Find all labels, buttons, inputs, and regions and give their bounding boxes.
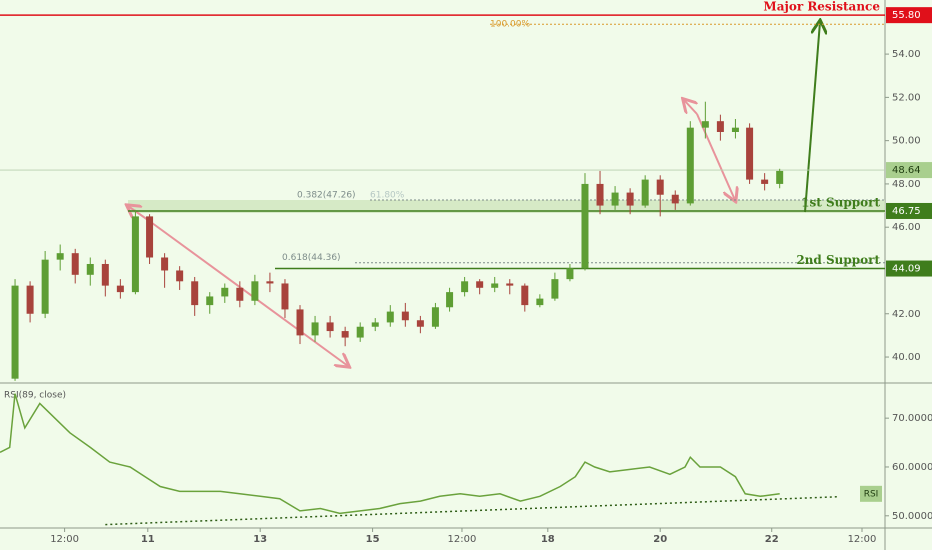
candle-body <box>776 170 784 184</box>
level-badge <box>886 202 932 219</box>
candle-body <box>461 281 469 293</box>
y-tick-label: 50.00 <box>892 136 921 147</box>
fib-label: 0.382(47.26) <box>297 190 356 200</box>
y2-tick-label: 50.0000 <box>892 511 932 522</box>
candle-body <box>641 179 649 206</box>
candle-body <box>476 281 484 288</box>
level-badge <box>886 260 932 277</box>
candle-body <box>251 281 259 301</box>
candle-body <box>401 311 409 321</box>
candle-body <box>146 216 154 258</box>
candle-body <box>626 192 634 206</box>
candle-body <box>566 268 574 280</box>
candle-body <box>611 192 619 206</box>
candle-body <box>206 296 214 306</box>
x-tick-label: 12:00 <box>448 534 477 545</box>
level-badge <box>886 7 932 24</box>
rsi-badge: RSI <box>864 489 879 499</box>
candle-body <box>71 253 79 275</box>
fib-label: 100.00% <box>490 20 530 30</box>
x-tick-label: 22 <box>765 534 779 545</box>
candle-body <box>11 285 19 379</box>
x-tick-label: 15 <box>366 534 380 545</box>
candle-body <box>551 279 559 299</box>
level-value: 44.09 <box>892 264 921 275</box>
candle-body <box>596 183 604 206</box>
candle-body <box>356 326 364 338</box>
level-value: 55.80 <box>892 10 921 21</box>
x-tick-label: 18 <box>541 534 555 545</box>
rsi-badge-box <box>860 485 882 502</box>
fib-label: 61.80% <box>370 190 405 200</box>
candle-body <box>686 127 694 204</box>
current-price-badge <box>886 162 932 179</box>
support-zone <box>128 200 885 213</box>
candle-body <box>746 127 754 180</box>
candle-body <box>266 281 274 284</box>
candle-body <box>326 322 334 332</box>
candle-body <box>86 263 94 275</box>
candle-body <box>506 283 514 286</box>
candle-body <box>731 127 739 132</box>
y-tick-label: 54.00 <box>892 49 921 60</box>
candle-body <box>386 311 394 323</box>
level-value: 46.75 <box>892 206 921 217</box>
arrow <box>696 113 735 200</box>
x-tick-label: 11 <box>141 534 155 545</box>
candle-body <box>416 320 424 327</box>
candle-body <box>236 287 244 301</box>
candle-body <box>41 259 49 314</box>
fib-label: 0.618(44.36) <box>282 253 341 263</box>
candle-body <box>701 121 709 128</box>
candle-body <box>371 322 379 327</box>
candle-body <box>56 253 64 260</box>
rsi-title: RSI(89, close) <box>4 391 66 401</box>
candle-body <box>671 194 679 204</box>
y2-tick-label: 70.0000 <box>892 413 932 424</box>
candle-body <box>521 285 529 306</box>
y-tick-label: 42.00 <box>892 309 921 320</box>
candle-body <box>341 331 349 338</box>
x-tick-label: 12:00 <box>50 534 79 545</box>
rsi-line <box>0 393 780 515</box>
level-name: 1st Support <box>801 195 880 209</box>
candle-body <box>296 309 304 336</box>
candle-body <box>311 322 319 336</box>
y-tick-label: 48.00 <box>892 179 921 190</box>
rsi-trendline <box>105 496 839 526</box>
candle-body <box>761 179 769 184</box>
candle-body <box>161 257 169 271</box>
arrow <box>128 206 149 221</box>
y-tick-label: 40.00 <box>892 352 921 363</box>
candle-body <box>131 216 139 293</box>
candle-body <box>446 292 454 308</box>
x-tick-label: 12:00 <box>848 534 877 545</box>
y-tick-label: 46.00 <box>892 222 921 233</box>
candle-body <box>26 285 34 314</box>
candle-body <box>281 283 289 310</box>
candle-body <box>221 287 229 297</box>
level-name: 2nd Support <box>796 253 880 267</box>
candle-body <box>431 307 439 327</box>
candle-body <box>536 298 544 306</box>
candle-body <box>716 121 724 132</box>
y2-tick-label: 60.0000 <box>892 462 932 473</box>
candle-body <box>176 270 184 282</box>
candle-body <box>656 179 664 195</box>
candle-body <box>191 281 199 306</box>
arrow <box>804 22 820 213</box>
level-name: Major Resistance <box>763 0 880 14</box>
candle-body <box>101 263 109 286</box>
x-tick-label: 20 <box>653 534 667 545</box>
y-tick-label: 52.00 <box>892 92 921 103</box>
candle-body <box>491 283 499 288</box>
current-price-label: 48.64 <box>892 165 921 176</box>
arrow <box>684 100 697 115</box>
x-tick-label: 13 <box>253 534 267 545</box>
candle-body <box>581 183 589 269</box>
candle-body <box>116 285 124 293</box>
